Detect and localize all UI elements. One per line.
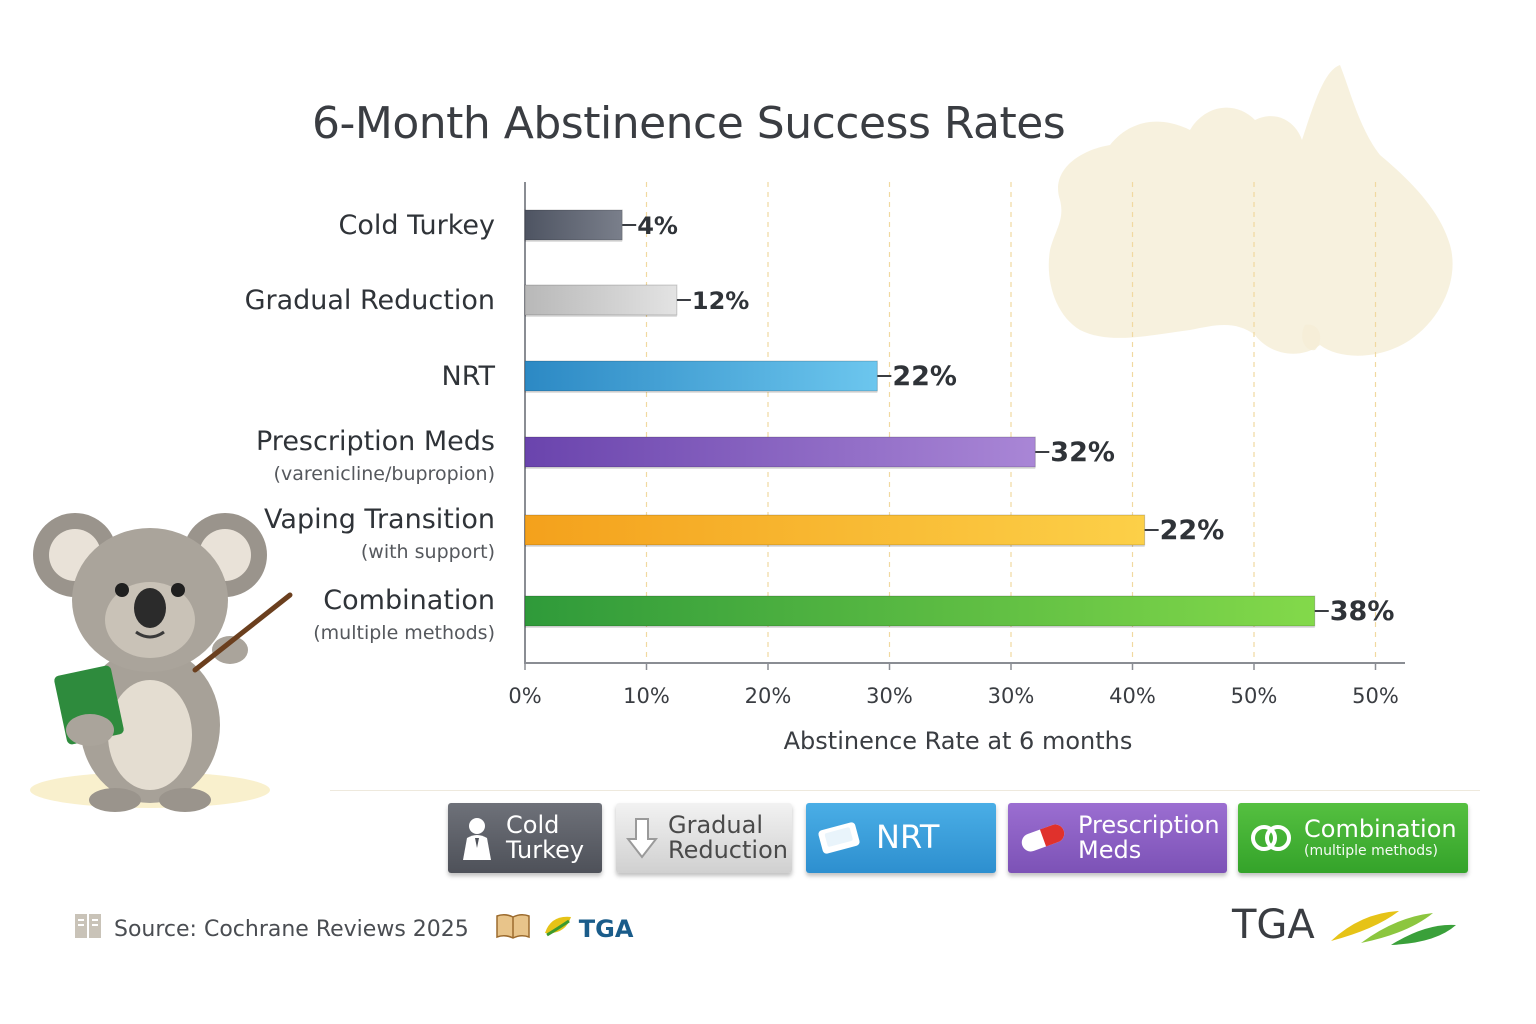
document-icon [74,912,102,946]
brand-text: TGA [1232,902,1315,948]
tga-brand-logo: TGA [1232,902,1461,948]
category-label: Prescription Meds [256,426,495,457]
gridlines [645,182,1377,662]
koala-mascot-icon [30,513,293,812]
tga-leaf-icon [543,913,573,945]
category-label: NRT [442,361,496,392]
legend-label: Combination [1304,815,1457,844]
leaf-swoosh-icon [1330,911,1456,945]
category-label: Gradual Reduction [245,285,495,316]
category-label: Combination [323,585,495,616]
legend-gradual-reduction: Gradual Reduction [616,803,792,873]
bar [524,284,678,316]
value-label: 12% [692,287,749,315]
x-tick-label: 20% [745,684,792,708]
bar [524,436,1036,468]
x-tick-label: 50% [1352,684,1399,708]
legend-cold-turkey: Cold Turkey [448,803,602,873]
x-tick-label: 30% [866,684,913,708]
legend-combination: Combination (multiple methods) [1238,803,1468,873]
pill-icon [1018,823,1068,853]
chart-title: 6-Month Abstinence Success Rates [312,98,1066,149]
category-label: Vaping Transition [264,504,495,535]
category-label: Cold Turkey [339,210,495,241]
category-sublabel: (multiple methods) [313,622,495,644]
legend-nrt: NRT [806,803,996,873]
linked-rings-icon [1248,823,1294,853]
legend-label: Gradual Reduction [668,810,788,864]
x-tick-label: 40% [1109,684,1156,708]
source-text: Source: Cochrane Reviews 2025 [114,916,469,942]
x-axis-title: Abstinence Rate at 6 months [784,727,1133,755]
bar [524,595,1316,627]
legend-label: Cold Turkey [506,810,585,864]
axes: 0% 10% 20% 30% 30% 40% 50% 50% [508,182,1405,708]
x-tick-label: 50% [1231,684,1278,708]
category-sublabel: (with support) [361,541,495,563]
australia-map-background [1048,65,1453,356]
legend-sublabel: (multiple methods) [1304,843,1438,860]
legend-label: NRT [876,818,940,857]
source-note: Source: Cochrane Reviews 2025 TGA [74,912,633,946]
source-tga-logo: TGA [578,915,634,943]
patch-icon [816,818,866,858]
person-icon [458,816,496,860]
bar [524,360,878,392]
value-label: 22% [892,361,957,392]
legend-label: Prescription Meds [1078,810,1220,864]
category-sublabel: (varenicline/bupropion) [274,463,495,485]
x-tick-label: 0% [508,684,541,708]
footer-divider [330,790,1480,791]
bar [524,514,1146,546]
open-book-icon [495,912,531,946]
arrow-down-icon [626,817,658,859]
x-tick-label: 10% [623,684,670,708]
x-tick-label: 30% [988,684,1035,708]
bar [524,209,623,241]
value-label: 22% [1160,515,1225,546]
value-label: 4% [637,212,678,240]
value-label: 32% [1050,437,1115,468]
bars: 4% 12% 22% 32% 22% 38% [524,209,1395,628]
value-label: 38% [1330,596,1395,627]
category-labels: Cold Turkey Gradual Reduction NRT Prescript… [245,210,496,644]
legend-prescription-meds: Prescription Meds [1008,803,1227,873]
